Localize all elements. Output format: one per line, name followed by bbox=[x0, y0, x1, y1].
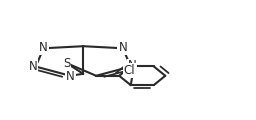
Text: N: N bbox=[118, 41, 127, 54]
Text: N: N bbox=[128, 59, 136, 72]
Text: N: N bbox=[39, 41, 48, 54]
Text: N: N bbox=[29, 60, 37, 73]
Text: Cl: Cl bbox=[124, 64, 135, 77]
Text: N: N bbox=[66, 70, 74, 84]
Text: S: S bbox=[63, 57, 70, 70]
